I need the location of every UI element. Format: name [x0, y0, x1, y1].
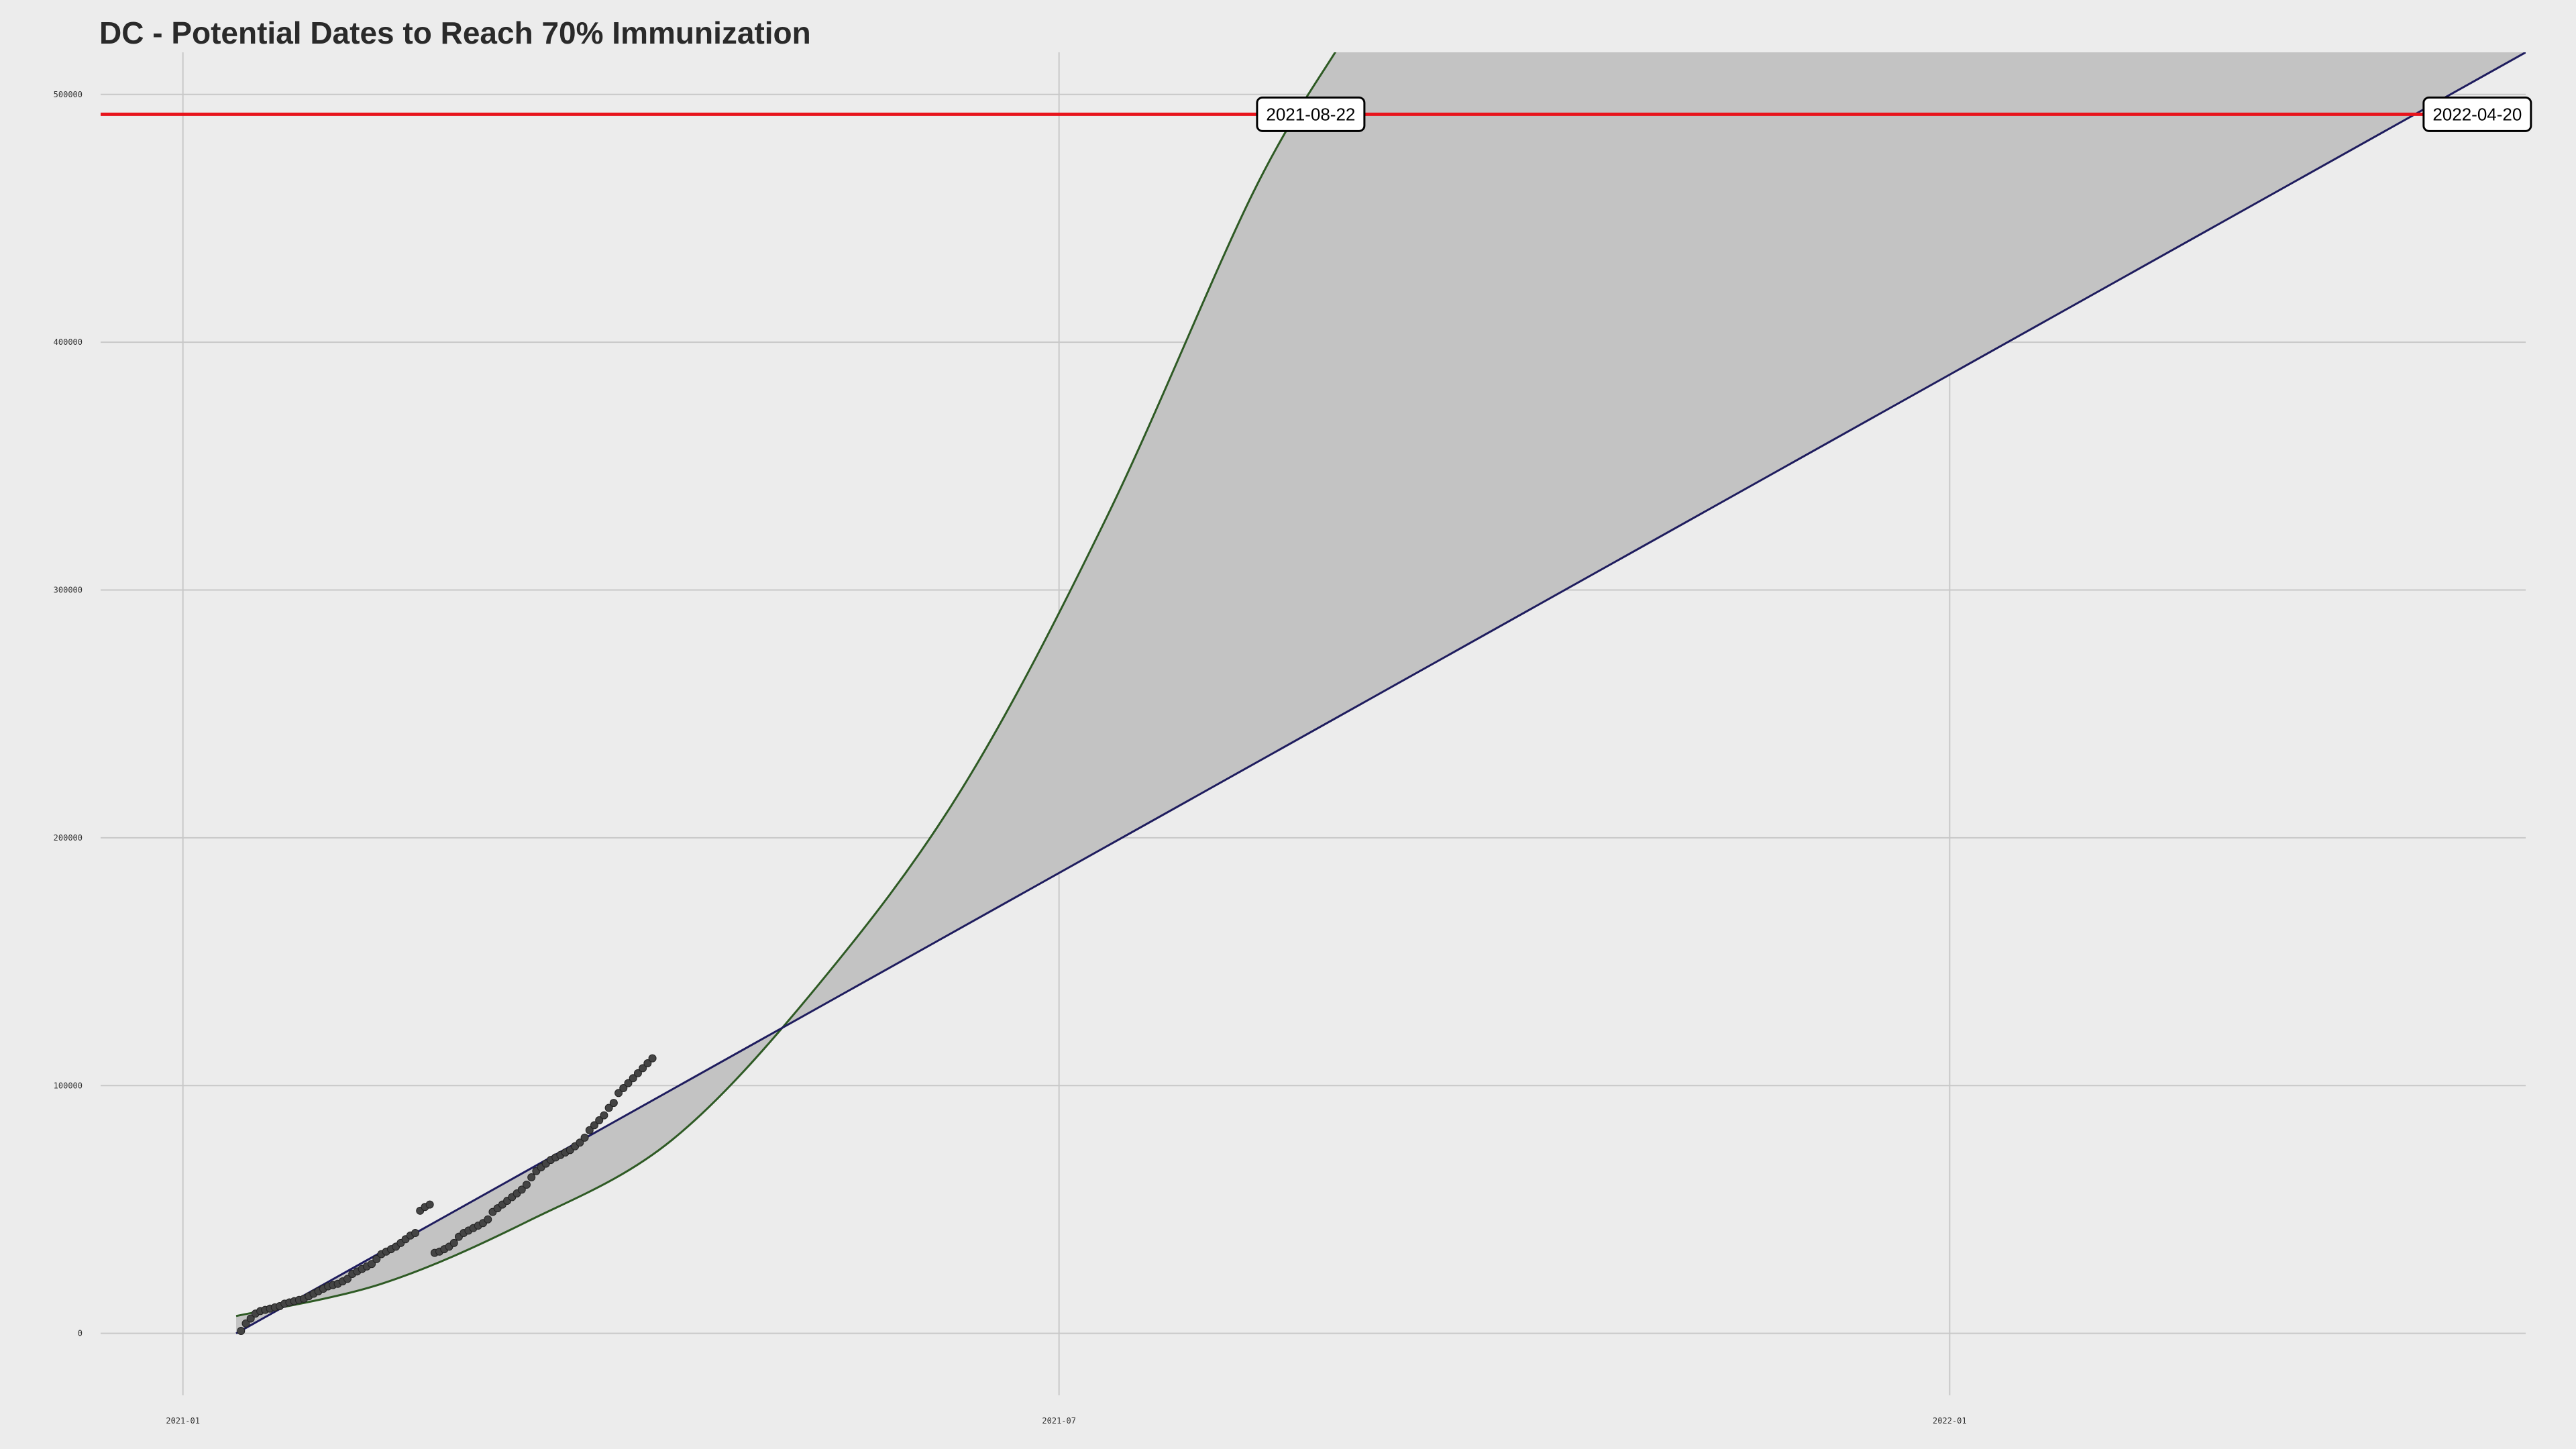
data-point — [629, 1074, 637, 1083]
data-point — [600, 1111, 608, 1120]
upper-projection-line — [235, 52, 1337, 1318]
data-point — [411, 1229, 420, 1238]
data-point — [527, 1173, 536, 1181]
data-point — [576, 1138, 584, 1147]
projection-band — [235, 52, 2526, 1334]
x-tick-label-1: 2021-07 — [1042, 1416, 1076, 1426]
x-tick-label-2: 2022-01 — [1933, 1416, 1967, 1426]
data-points — [237, 1054, 657, 1335]
data-point — [449, 1238, 458, 1247]
y-tick-label-3: 300000 — [54, 586, 83, 595]
data-point — [633, 1069, 642, 1077]
callout-label-0: 2021-08-22 — [1266, 104, 1355, 124]
data-point — [343, 1275, 352, 1283]
data-point — [425, 1200, 434, 1209]
data-point — [614, 1089, 623, 1097]
callout-label-1: 2022-04-20 — [2432, 104, 2522, 124]
data-point — [368, 1260, 376, 1269]
y-tick-label-1: 100000 — [54, 1081, 83, 1090]
data-point — [648, 1054, 657, 1063]
data-point — [580, 1133, 589, 1142]
callout-0: 2021-08-22 — [1256, 96, 1366, 132]
data-point — [522, 1181, 531, 1189]
data-point — [639, 1064, 647, 1073]
data-point — [619, 1083, 628, 1092]
data-point — [624, 1079, 633, 1087]
data-point — [604, 1104, 613, 1112]
chart-title: DC - Potential Dates to Reach 70% Immuni… — [99, 15, 811, 50]
data-point — [237, 1326, 246, 1335]
x-tick-label-0: 2021-01 — [166, 1416, 200, 1426]
axis-labels: 0 100000 200000 300000 400000 500000 2021-01 20… — [54, 90, 1967, 1426]
callout-1: 2022-04-20 — [2422, 96, 2532, 132]
data-point — [595, 1116, 604, 1124]
data-point — [585, 1126, 594, 1134]
lower-projection-line — [235, 52, 2526, 1334]
data-point — [590, 1121, 598, 1130]
callout-box-1 — [2422, 96, 2532, 132]
date-callouts: 2021-08-22 2022-04-20 — [1256, 96, 2532, 132]
callout-box-0 — [1256, 96, 1366, 132]
y-tick-label-0: 0 — [78, 1329, 83, 1338]
data-point — [484, 1215, 492, 1224]
data-point — [643, 1059, 652, 1068]
data-point — [517, 1185, 526, 1194]
y-tick-label-5: 500000 — [54, 90, 83, 99]
y-tick-label-4: 400000 — [54, 337, 83, 347]
data-point — [246, 1314, 255, 1323]
y-tick-label-2: 200000 — [54, 833, 83, 843]
data-point — [372, 1254, 381, 1263]
data-point — [241, 1319, 250, 1328]
data-point — [609, 1099, 618, 1108]
